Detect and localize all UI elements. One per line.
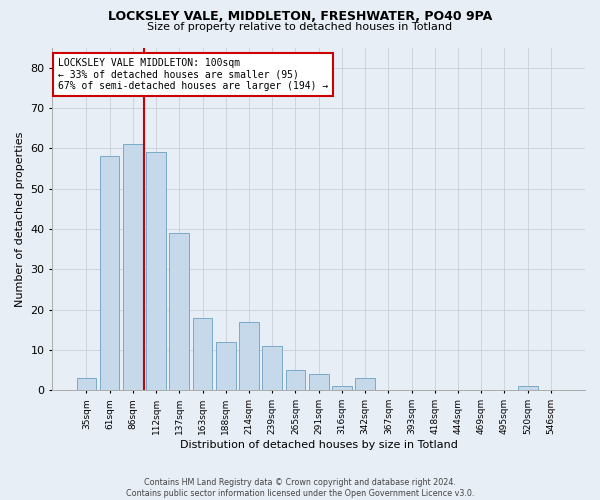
Bar [518, 386, 538, 390]
Text: Size of property relative to detached houses in Totland: Size of property relative to detached ho… [148, 22, 452, 32]
Bar [100, 156, 119, 390]
Text: LOCKSLEY VALE, MIDDLETON, FRESHWATER, PO40 9PA: LOCKSLEY VALE, MIDDLETON, FRESHWATER, PO… [108, 10, 492, 23]
Bar [332, 386, 352, 390]
Text: Contains HM Land Registry data © Crown copyright and database right 2024.
Contai: Contains HM Land Registry data © Crown c… [126, 478, 474, 498]
Bar [77, 378, 96, 390]
Bar [216, 342, 236, 390]
Bar [355, 378, 375, 390]
Y-axis label: Number of detached properties: Number of detached properties [15, 132, 25, 306]
Bar [309, 374, 329, 390]
Bar [193, 318, 212, 390]
Bar [169, 233, 189, 390]
Bar [123, 144, 143, 390]
Text: LOCKSLEY VALE MIDDLETON: 100sqm
← 33% of detached houses are smaller (95)
67% of: LOCKSLEY VALE MIDDLETON: 100sqm ← 33% of… [58, 58, 328, 91]
Bar [146, 152, 166, 390]
Bar [239, 322, 259, 390]
Bar [286, 370, 305, 390]
X-axis label: Distribution of detached houses by size in Totland: Distribution of detached houses by size … [180, 440, 458, 450]
Bar [262, 346, 282, 391]
